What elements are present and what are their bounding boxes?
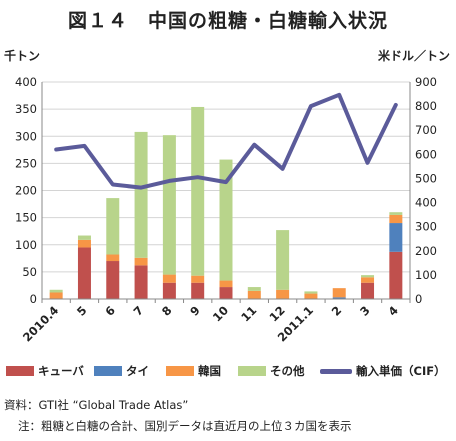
bar-segment-korea <box>49 292 63 299</box>
bar-segment-cuba <box>77 247 91 299</box>
caption-note: 注：粗糖と白糖の合計、国別データは直近月の上位３カ国を表示 <box>18 419 352 433</box>
bar-segment-others <box>49 289 63 293</box>
right-tick-label: 700 <box>415 123 437 137</box>
bar-segment-others <box>304 291 318 294</box>
legend-label-korea: 韓国 <box>198 364 221 378</box>
bar-segment-others <box>106 198 120 255</box>
bar-segment-korea <box>162 274 176 283</box>
left-tick-label: 50 <box>22 265 37 279</box>
right-tick-label: 500 <box>415 171 437 185</box>
right-axis-unit: 米ドル／トン <box>377 49 450 63</box>
left-tick-label: 300 <box>15 129 37 143</box>
bar-segment-others <box>247 287 261 291</box>
x-tick-label: 10 <box>210 303 231 324</box>
right-tick-label: 300 <box>415 220 437 234</box>
x-tick-label: 3 <box>357 303 373 319</box>
bar-segment-others <box>191 106 205 276</box>
bar-segment-korea <box>247 290 261 299</box>
legend-item-price: 輸入単価（CIF） <box>320 363 446 379</box>
legend-label-thailand: タイ <box>126 364 149 378</box>
legend-item-korea: 韓国 <box>166 363 221 379</box>
bar-segment-korea <box>106 254 120 262</box>
x-tick-label: 2 <box>329 303 345 319</box>
x-tick-label: 5 <box>74 303 90 319</box>
right-tick-label: 200 <box>415 244 437 258</box>
x-tick-label: 12 <box>267 303 288 324</box>
bar-segment-korea <box>134 257 148 266</box>
legend-item-others: その他 <box>238 363 305 379</box>
right-tick-labels: 0 100 200 300 400 500 600 700 800 900 <box>415 75 437 306</box>
bar-segment-cuba <box>134 265 148 299</box>
x-tick-label: 7 <box>131 303 147 319</box>
bar-segment-others <box>276 230 290 290</box>
bar-segment-korea <box>332 288 346 298</box>
bar-segment-korea <box>77 239 91 248</box>
left-tick-label: 0 <box>30 292 37 306</box>
left-tick-labels: 0 50 100 150 200 250 300 350 400 <box>15 75 37 306</box>
bar-segment-cuba <box>219 287 233 299</box>
right-tick-label: 600 <box>415 147 437 161</box>
left-tick-label: 250 <box>15 156 37 170</box>
x-tick-label: 8 <box>159 303 175 319</box>
right-tick-label: 400 <box>415 196 437 210</box>
bar-segment-others <box>77 235 91 240</box>
axes-group <box>41 82 411 303</box>
right-tick-label: 800 <box>415 99 437 113</box>
bar-segment-korea <box>389 214 403 224</box>
bar-segment-others <box>219 159 233 281</box>
right-tick-label: 0 <box>415 292 422 306</box>
legend-item-cuba: キューバ <box>6 363 84 379</box>
left-tick-label: 400 <box>15 75 37 89</box>
legend-swatch-korea <box>166 366 194 376</box>
bar-segment-others <box>389 212 403 215</box>
legend-item-thailand: タイ <box>94 363 149 379</box>
bar-segment-cuba <box>106 261 120 299</box>
left-tick-label: 200 <box>15 184 37 198</box>
left-tick-label: 150 <box>15 211 37 225</box>
x-tick-label: 11 <box>238 303 259 324</box>
left-axis-unit: 千トン <box>4 49 41 63</box>
price-line-group <box>54 92 398 190</box>
bar-segment-cuba <box>162 282 176 299</box>
bar-segment-cuba <box>361 282 375 299</box>
right-tick-label: 900 <box>415 75 437 89</box>
bar-segment-korea <box>304 293 318 299</box>
bar-segment-thailand <box>332 297 346 299</box>
legend-swatch-cuba <box>6 366 34 376</box>
legend-label-others: その他 <box>270 364 305 378</box>
x-tick-label: 2010.4 <box>20 303 61 344</box>
legend-line-price <box>320 368 352 374</box>
legend: キューバ タイ 韓国 その他 輸入単価（CIF） <box>6 363 452 381</box>
bar-segment-thailand <box>389 223 403 252</box>
chart-title: 図１４ 中国の粗糖・白糖輸入状況 <box>67 10 388 32</box>
x-tick-label: 4 <box>385 303 401 319</box>
bar-segment-others <box>134 131 148 258</box>
left-tick-label: 100 <box>15 238 37 252</box>
bar-segment-korea <box>219 280 233 288</box>
legend-swatch-thailand <box>94 366 122 376</box>
x-tick-label: 6 <box>102 303 118 319</box>
bar-segment-others <box>162 135 176 275</box>
bars-group <box>49 106 403 299</box>
bar-segment-korea <box>191 275 205 283</box>
bar-segment-cuba <box>389 251 403 299</box>
bar-segment-korea <box>361 277 375 283</box>
bar-segment-korea <box>276 289 290 299</box>
legend-swatch-others <box>238 366 266 376</box>
right-tick-label: 100 <box>415 268 437 282</box>
left-tick-label: 350 <box>15 102 37 116</box>
x-tick-label: 9 <box>187 303 203 319</box>
legend-label-price: 輸入単価（CIF） <box>356 364 446 378</box>
legend-label-cuba: キューバ <box>38 364 84 378</box>
bar-segment-cuba <box>191 282 205 299</box>
source-note: 資料：GTI社 “Global Trade Atlas” <box>4 398 189 412</box>
bar-segment-others <box>361 275 375 278</box>
